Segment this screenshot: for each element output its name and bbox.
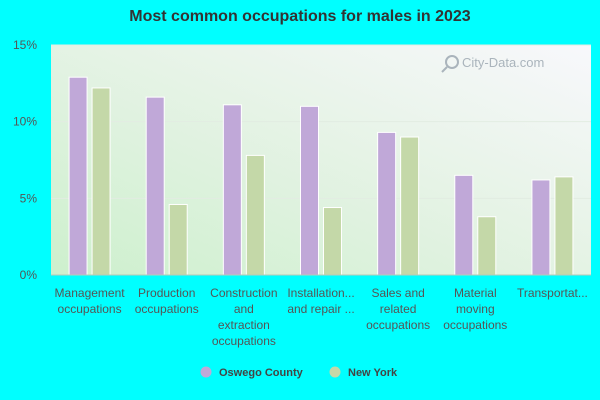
bar-new-york[interactable]	[168, 203, 188, 276]
x-tick-label: Construction and extraction occupations	[210, 286, 277, 348]
x-tick-label: Transportat...	[517, 286, 588, 300]
watermark: City-Data.com	[441, 55, 544, 73]
gridlines	[51, 44, 591, 199]
x-tick-label: Production occupations	[135, 286, 199, 316]
bar-oswego-county[interactable]	[531, 179, 551, 276]
bar-oswego-county[interactable]	[454, 174, 474, 276]
bar-new-york[interactable]	[554, 176, 574, 276]
y-tick-labels: 0% 5% 10% 15%	[13, 38, 37, 282]
bar-oswego-county[interactable]	[377, 131, 397, 276]
chart-title: Most common occupations for males in 202…	[129, 8, 471, 25]
bar-oswego-county[interactable]	[145, 96, 165, 276]
bar-oswego-county[interactable]	[222, 104, 242, 276]
watermark-text: City-Data.com	[462, 55, 544, 70]
legend-swatch	[329, 366, 341, 378]
legend: Oswego County New York	[200, 366, 398, 379]
legend-swatch	[200, 366, 212, 378]
watermark-search-icon-handle	[441, 66, 448, 73]
y-tick-label: 0%	[20, 268, 38, 282]
bar-new-york[interactable]	[245, 154, 265, 276]
bar-new-york[interactable]	[400, 136, 420, 276]
bar-new-york[interactable]	[91, 87, 111, 276]
x-tick-labels: Management occupations Production occupatio…	[55, 286, 588, 348]
bar-oswego-county[interactable]	[300, 105, 319, 276]
x-tick-label: Sales and related occupations	[366, 286, 430, 332]
y-tick-label: 10%	[13, 115, 37, 129]
watermark-search-icon	[445, 55, 459, 69]
x-tick-label: Material moving occupations	[443, 286, 507, 332]
legend-label: Oswego County	[219, 367, 304, 379]
x-tick-label: Management occupations	[55, 286, 126, 316]
bar-new-york[interactable]	[323, 207, 342, 276]
y-tick-label: 15%	[13, 38, 37, 52]
legend-label: New York	[348, 367, 398, 379]
bars	[68, 76, 574, 276]
x-tick-label: Installation... and repair ...	[287, 286, 354, 316]
bar-new-york[interactable]	[477, 216, 497, 276]
bar-oswego-county[interactable]	[68, 76, 88, 276]
plot-area	[51, 45, 591, 275]
y-tick-label: 5%	[20, 191, 38, 205]
